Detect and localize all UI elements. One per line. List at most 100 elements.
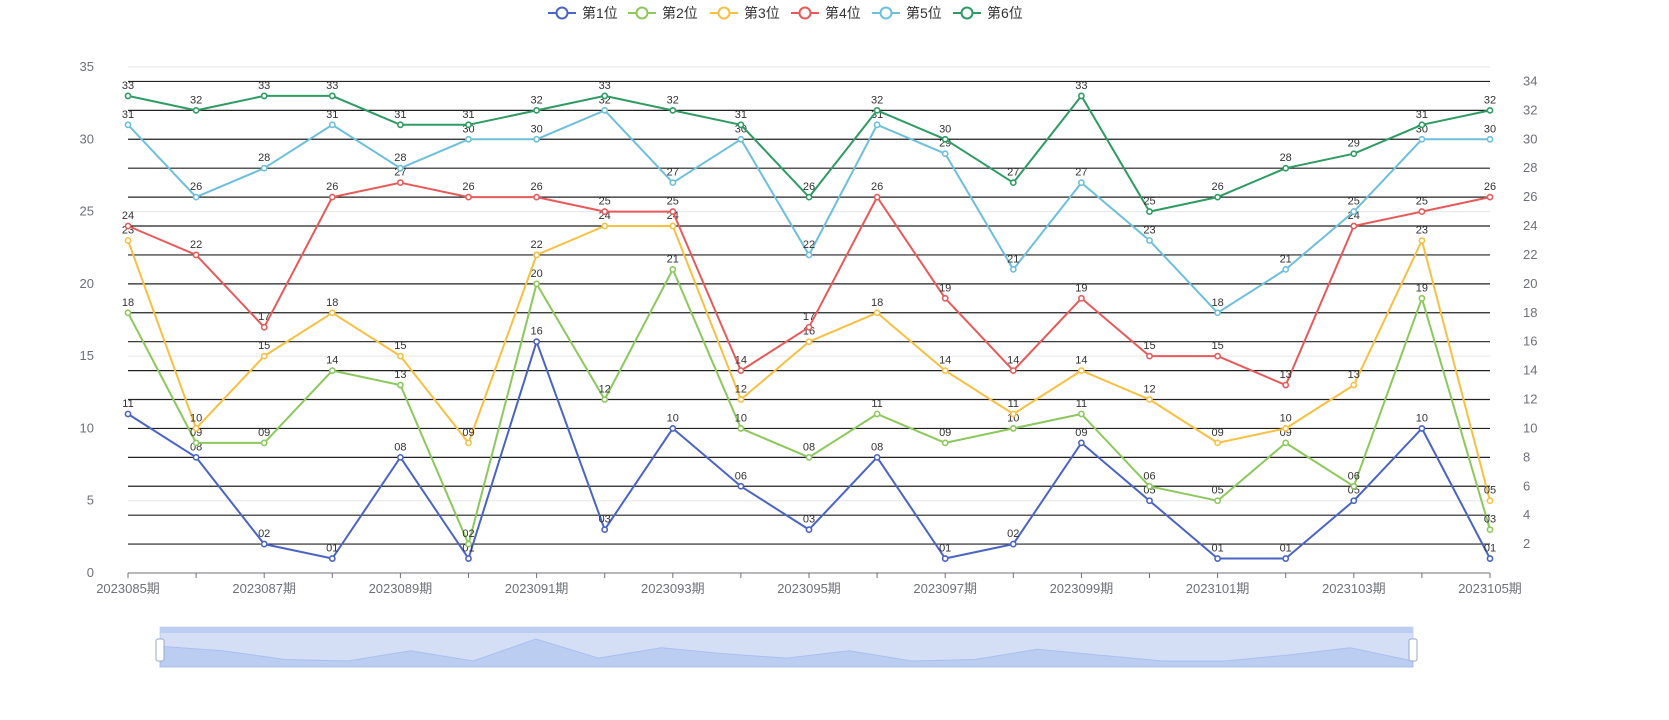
series-2-data-label-4: 13	[394, 369, 406, 381]
series-3-point-1	[192, 425, 200, 432]
series-1-point-8	[669, 425, 677, 432]
series-6-data-label-13: 27	[1007, 167, 1019, 179]
series-4-point-14	[1078, 294, 1085, 302]
series-6-point-7	[601, 92, 609, 100]
series-3-data-label-6: 22	[530, 239, 542, 251]
series-6-point-0	[124, 92, 132, 100]
series-5-point-16	[1214, 309, 1221, 317]
series-4-point-12	[941, 294, 949, 302]
series-1-point-15	[1146, 497, 1153, 505]
series-5-point-2	[260, 164, 268, 172]
series-6-point-1	[192, 106, 200, 114]
series-6-point-16	[1214, 193, 1221, 201]
y-right-tick-label-7: 16	[1523, 334, 1537, 349]
series-2-data-label-11: 11	[871, 398, 882, 410]
series-6-point-2	[260, 92, 268, 100]
legend-item-2: 第2位	[628, 5, 698, 21]
series-5-data-label-20: 30	[1484, 123, 1496, 135]
series-4-data-label-13: 14	[1007, 355, 1019, 367]
series-2-point-0	[124, 309, 132, 317]
x-tick-label-10: 2023095期	[777, 581, 841, 596]
legend-marker-5	[879, 6, 893, 20]
legend-label-3: 第3位	[744, 5, 780, 21]
series-5-data-label-14: 27	[1075, 167, 1087, 179]
data-zoom-move-handle[interactable]	[160, 627, 1413, 633]
series-1-point-12	[941, 555, 949, 562]
y-left-tick-label-3: 15	[80, 348, 94, 363]
series-2-point-12	[941, 439, 949, 447]
series-3-data-label-19: 23	[1416, 224, 1428, 236]
y-right-tick-label-4: 10	[1523, 420, 1537, 435]
x-tick-label-4: 2023089期	[369, 581, 433, 596]
legend-label-4: 第4位	[825, 5, 861, 21]
series-6-point-9	[737, 121, 745, 129]
series-3-point-0	[124, 237, 132, 244]
series-3-data-label-15: 12	[1143, 384, 1155, 396]
series-5-data-label-1: 26	[190, 181, 202, 193]
data-zoom-end-handle[interactable]	[1408, 638, 1418, 662]
y-left-tick-label-6: 30	[80, 131, 94, 146]
series-1-point-3	[328, 555, 336, 562]
series-3-point-19	[1418, 237, 1426, 244]
series-4-point-18	[1350, 222, 1358, 230]
series-5-data-label-18: 25	[1348, 196, 1360, 208]
series-6-data-label-11: 32	[871, 94, 883, 106]
series-5-data-label-17: 21	[1280, 253, 1292, 265]
legend-label-1: 第1位	[582, 5, 618, 21]
series-6-data-label-20: 32	[1484, 94, 1496, 106]
series-5-data-label-15: 23	[1143, 224, 1155, 236]
series-2-data-label-10: 08	[803, 441, 815, 453]
series-6-data-label-5: 31	[462, 109, 474, 121]
series-5-point-19	[1418, 135, 1426, 143]
series-2-point-19	[1418, 294, 1426, 302]
data-zoom-slider[interactable]	[155, 626, 1418, 668]
series-5-data-label-2: 28	[258, 152, 270, 164]
series-3-point-14	[1078, 367, 1085, 374]
series-4-data-label-11: 26	[871, 181, 883, 193]
series-6-data-label-2: 33	[258, 80, 270, 92]
series-2-point-7	[601, 396, 609, 403]
series-4-data-label-1: 22	[190, 239, 202, 251]
data-zoom-start-handle[interactable]	[155, 638, 165, 662]
series-1-point-6	[533, 338, 540, 346]
series-5-point-13	[1009, 265, 1017, 273]
series-3-data-label-3: 18	[326, 297, 338, 309]
series-1-point-13	[1009, 540, 1017, 548]
series-6-data-label-3: 33	[326, 80, 338, 92]
series-2-point-2	[260, 439, 268, 447]
series-1-data-label-8: 10	[667, 412, 679, 424]
series-6-point-10	[805, 193, 813, 201]
series-2-point-3	[328, 367, 336, 374]
series-2: 18 09 09 14 13 02 20 12 21 10 08 11 09 10 11 06 05 09 06 19…	[122, 253, 1496, 548]
series-5-data-label-10: 22	[803, 239, 815, 251]
y-right-tick-label-1: 4	[1523, 507, 1530, 522]
series-6-point-5	[465, 121, 472, 129]
data-zoom-selected-range[interactable]	[160, 627, 1413, 667]
series-2-data-label-15: 06	[1143, 470, 1155, 482]
series-4-data-label-19: 25	[1416, 196, 1428, 208]
series-6-data-label-19: 31	[1416, 109, 1428, 121]
series-4-point-15	[1146, 352, 1153, 360]
series-1-point-2	[260, 540, 268, 548]
y-right-tick-label-2: 6	[1523, 478, 1530, 493]
series-5-point-9	[737, 135, 745, 143]
legend-item-4: 第4位	[791, 5, 861, 21]
y-left-tick-label-0: 0	[87, 565, 94, 580]
y-left-tick-label-1: 5	[87, 493, 94, 508]
series-1-point-5	[465, 555, 472, 562]
series-3-data-label-12: 14	[939, 355, 951, 367]
series-2-point-1	[192, 439, 200, 447]
x-axis: 2023085期 2023087期 2023089期 2023091期 2023093期…	[96, 572, 1522, 596]
series-2-data-label-18: 06	[1348, 470, 1360, 482]
series-1-point-4	[396, 453, 404, 461]
series-4-point-20	[1486, 193, 1494, 201]
series-2-data-label-2: 09	[258, 427, 270, 439]
series-3-point-5	[465, 439, 472, 447]
series-5-point-17	[1282, 265, 1290, 273]
series-3-point-13	[1009, 410, 1017, 418]
series-6-data-label-6: 32	[530, 94, 542, 106]
series-4-data-label-8: 25	[667, 196, 679, 208]
